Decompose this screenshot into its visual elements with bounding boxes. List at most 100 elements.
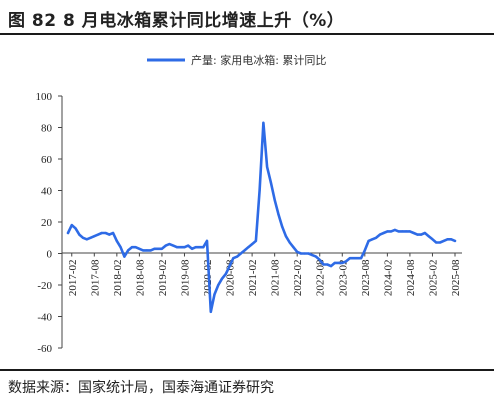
x-tick-label: 2019-08 (179, 259, 191, 296)
data-point (438, 241, 442, 244)
data-point (209, 310, 212, 313)
data-point (348, 257, 351, 260)
data-point (423, 231, 426, 235)
y-tick-label: 100 (36, 91, 53, 103)
y-tick-label: 0 (47, 249, 53, 261)
figure-title: 图 82 8 月电冰箱累计同比增速上升（%） (8, 11, 345, 31)
data-point (100, 231, 103, 235)
data-point (307, 252, 310, 255)
data-point (81, 236, 85, 239)
legend: 产量: 家用电冰箱: 累计同比 (147, 53, 326, 67)
data-point (405, 230, 408, 233)
legend-label: 产量: 家用电冰箱: 累计同比 (191, 53, 326, 67)
data-point (337, 261, 340, 264)
data-point (168, 243, 171, 246)
data-point (130, 246, 133, 249)
data-point (360, 257, 363, 260)
x-tick-label: 2024-08 (405, 259, 417, 296)
data-point (258, 189, 261, 192)
data-point (243, 249, 246, 252)
data-point (112, 231, 115, 235)
x-tick-label: 2022-02 (292, 260, 304, 297)
data-point (281, 225, 284, 228)
line-chart: 产量: 家用电冰箱: 累计同比 100 80 60 40 20 0 -20 -40 -60 20… (36, 53, 462, 355)
data-point (435, 241, 438, 244)
data-point (367, 239, 370, 242)
data-point (127, 249, 130, 252)
data-point (296, 250, 299, 253)
x-tick-label: 2024-02 (382, 260, 394, 297)
data-point (134, 246, 137, 249)
y-tick-label: 60 (41, 154, 53, 166)
data-point (397, 230, 400, 233)
data-point (386, 230, 389, 233)
x-tick-label: 2018-02 (112, 260, 124, 297)
data-point (401, 230, 404, 233)
data-points (66, 121, 457, 313)
x-tick-label: 2021-02 (247, 260, 259, 297)
x-tick-label: 2017-02 (67, 260, 79, 297)
data-point (247, 246, 250, 249)
data-point (190, 247, 194, 250)
data-point (78, 233, 81, 236)
data-point (427, 235, 430, 238)
data-point (194, 246, 197, 249)
data-point (228, 265, 231, 268)
data-point (393, 228, 396, 231)
data-point (183, 246, 186, 249)
data-point (149, 249, 152, 252)
data-point (333, 261, 336, 264)
data-point (232, 257, 235, 260)
source-divider (0, 369, 494, 371)
data-point (356, 257, 359, 260)
x-tick-label: 2023-02 (337, 260, 349, 297)
data-point (344, 260, 348, 263)
data-point (273, 198, 276, 201)
data-point (145, 249, 148, 252)
x-tick-label: 2025-08 (450, 259, 462, 296)
series-line (66, 121, 457, 314)
title-divider (0, 33, 494, 35)
data-point (157, 247, 160, 250)
data-point (318, 258, 321, 261)
data-point (446, 238, 449, 241)
data-point (138, 247, 141, 250)
data-point (420, 233, 423, 236)
x-tick-label: 2023-08 (360, 259, 372, 296)
data-point (179, 246, 182, 249)
data-point (284, 235, 287, 238)
data-point (292, 246, 295, 249)
data-point (266, 165, 269, 168)
data-point (450, 238, 453, 241)
data-point (303, 252, 306, 255)
data-point (142, 249, 145, 252)
data-point (74, 227, 77, 230)
data-point (412, 231, 415, 235)
data-point (198, 246, 201, 249)
data-point (217, 283, 220, 287)
data-point (431, 238, 434, 241)
data-point (314, 255, 318, 258)
y-tick-label: 20 (41, 217, 53, 229)
y-tick-label: -60 (37, 343, 52, 355)
data-point (123, 255, 126, 258)
data-source-note: 数据来源：国家统计局，国泰海通证券研究 (8, 380, 274, 396)
data-point (187, 244, 190, 247)
data-point (375, 236, 378, 239)
data-point (89, 236, 92, 239)
y-tick-label: -40 (37, 312, 52, 324)
x-tick-label: 2022-08 (315, 259, 327, 296)
data-point (262, 121, 265, 124)
data-point (97, 233, 100, 236)
data-point (164, 244, 167, 247)
data-point (382, 231, 385, 235)
data-point (70, 224, 73, 227)
data-point (277, 213, 280, 216)
data-point (363, 249, 366, 252)
data-point (202, 246, 205, 249)
data-point (299, 252, 303, 255)
data-point (66, 231, 70, 235)
data-point (175, 246, 179, 249)
x-tick-label: 2021-08 (270, 259, 282, 296)
data-point (378, 233, 381, 236)
